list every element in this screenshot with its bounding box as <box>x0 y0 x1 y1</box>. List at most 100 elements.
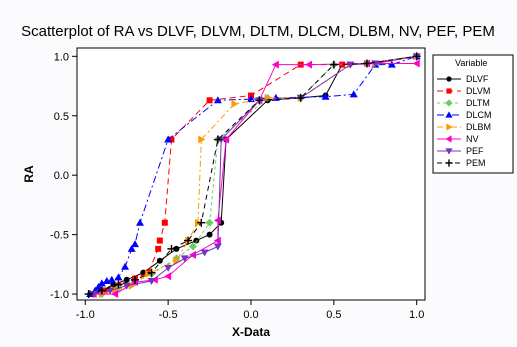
data-point <box>97 279 106 287</box>
data-point <box>131 240 139 248</box>
legend-marker <box>445 148 453 155</box>
legend-marker <box>446 88 452 94</box>
data-point <box>339 61 346 68</box>
data-point <box>106 287 115 295</box>
legend-entry: DLVF <box>437 74 489 84</box>
data-point <box>255 96 264 105</box>
data-point <box>206 231 213 238</box>
legend-entry: DLBM <box>437 122 491 132</box>
data-point <box>94 282 103 290</box>
data-point <box>329 60 338 69</box>
data-point <box>198 135 206 144</box>
data-point <box>180 255 189 263</box>
legend-entry: DLCM <box>437 110 492 120</box>
data-point <box>123 276 130 283</box>
data-point <box>84 290 93 299</box>
legend-entry: NV <box>437 134 479 144</box>
y-tick-label: -1.0 <box>50 289 69 301</box>
y-axis: -1.0 -0.5 0.0 0.5 1.0 <box>50 51 77 301</box>
series-line <box>93 55 417 295</box>
data-point <box>97 286 106 295</box>
legend-label: DLBM <box>466 122 491 132</box>
data-point <box>122 282 131 290</box>
legend-marker <box>445 99 453 107</box>
y-tick-label: -0.5 <box>50 230 69 242</box>
legend-marker <box>445 111 453 118</box>
data-point <box>412 52 421 61</box>
data-point <box>114 280 123 289</box>
data-point <box>173 256 181 265</box>
data-point <box>111 290 119 299</box>
y-tick-label: 1.0 <box>54 51 69 63</box>
data-point <box>412 59 420 68</box>
data-point <box>164 135 173 143</box>
data-point <box>161 219 168 226</box>
data-point <box>305 60 312 69</box>
data-point <box>156 257 163 264</box>
plot-series <box>84 52 421 299</box>
data-point <box>213 243 222 251</box>
data-point <box>222 135 230 144</box>
data-point <box>205 218 214 227</box>
legend: Variable DLVF DLVM DLTM DLCM DLBM NV PEF PEM <box>432 54 514 174</box>
data-point <box>206 97 213 104</box>
data-point <box>164 264 173 272</box>
data-point <box>168 136 175 143</box>
data-point <box>121 262 130 270</box>
data-point <box>213 236 221 245</box>
data-point <box>200 249 209 257</box>
data-point <box>128 281 136 290</box>
legend-label: DLVF <box>466 74 489 84</box>
data-point <box>127 244 136 252</box>
data-point <box>271 60 279 69</box>
legend-entry: DLTM <box>437 98 490 108</box>
data-point <box>387 60 396 68</box>
series-line <box>88 55 417 295</box>
legend-marker <box>445 159 453 167</box>
legend-entry: PEF <box>437 146 484 156</box>
data-point <box>164 272 172 281</box>
data-point <box>213 96 222 104</box>
data-point <box>184 236 193 245</box>
data-point <box>156 237 163 244</box>
y-tick-label: 0.5 <box>54 111 69 123</box>
data-point <box>213 135 222 144</box>
x-tick-label: -0.5 <box>159 309 178 321</box>
data-point <box>296 93 305 102</box>
legend-marker <box>446 76 452 82</box>
legend-label: NV <box>466 134 479 144</box>
legend-entry: DLVM <box>437 86 490 96</box>
legend-entry: PEM <box>437 158 486 168</box>
data-point <box>107 275 116 283</box>
x-axis: -1.0 -0.5 0.0 0.5 1.0 <box>76 300 424 321</box>
data-point <box>135 218 144 226</box>
data-point <box>114 273 123 281</box>
x-tick-label: 0.0 <box>243 309 258 321</box>
data-point <box>346 61 355 69</box>
x-tick-label: 1.0 <box>409 309 424 321</box>
legend-box <box>432 54 514 174</box>
x-axis-label: X-Data <box>232 325 270 339</box>
data-point <box>363 59 371 68</box>
y-axis-label: RA <box>22 165 36 183</box>
data-point <box>167 244 176 253</box>
data-point <box>155 245 162 252</box>
legend-label: DLVM <box>466 86 490 96</box>
legend-label: PEM <box>466 158 486 168</box>
plot-area <box>76 47 426 301</box>
y-tick-label: 0.0 <box>54 170 69 182</box>
data-point <box>321 92 330 100</box>
data-point <box>189 250 196 259</box>
data-point <box>349 90 358 98</box>
series-pem <box>84 52 421 299</box>
legend-marker <box>445 135 452 143</box>
legend-label: DLCM <box>466 110 492 120</box>
legend-marker <box>446 123 453 131</box>
data-point <box>197 218 206 227</box>
legend-title: Variable <box>455 58 487 68</box>
data-point <box>231 99 239 108</box>
data-point <box>193 237 200 244</box>
chart-title: Scatterplot of RA vs DLVF, DLVM, DLTM, D… <box>21 23 495 40</box>
